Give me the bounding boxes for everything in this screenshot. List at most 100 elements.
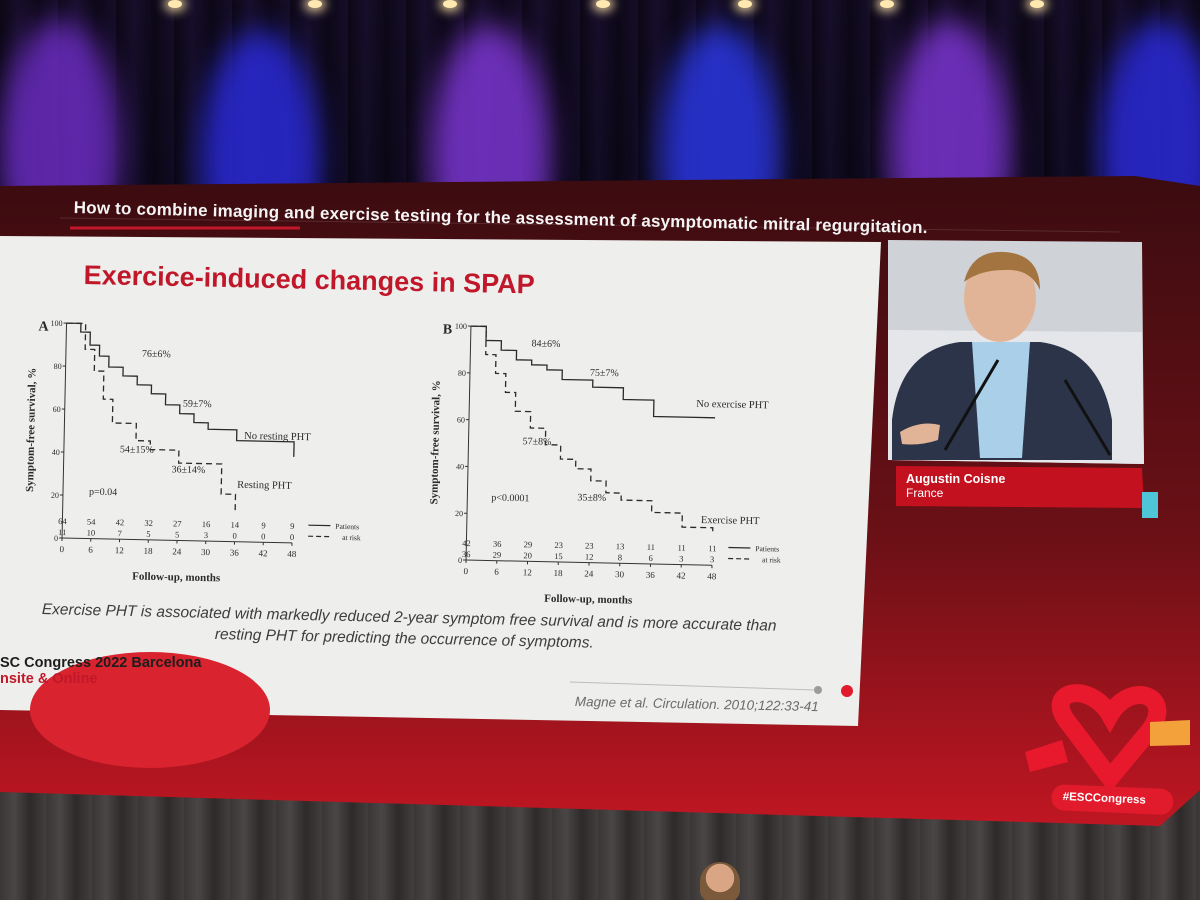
risk-legend-label: Patients [335, 522, 359, 531]
risk-table-value: 23 [585, 541, 594, 551]
risk-table-value: 0 [261, 531, 265, 541]
y-tick-label: 20 [455, 509, 463, 518]
x-tick-label: 42 [258, 548, 267, 558]
ceiling-light [1030, 0, 1044, 8]
series-line-dashed [470, 325, 714, 533]
congress-name: SC Congress 2022 Barcelona [0, 655, 202, 671]
risk-table-value: 9 [290, 521, 294, 531]
risk-table-value: 36 [462, 549, 471, 559]
x-axis-label: Follow-up, months [132, 571, 221, 585]
series-label: No exercise PHT [696, 399, 769, 412]
risk-table-value: 20 [523, 550, 532, 560]
risk-legend-label: at risk [762, 555, 781, 564]
x-tick-label: 18 [553, 568, 563, 578]
annotation-label: 84±6% [531, 338, 560, 350]
slide-dot [814, 686, 822, 694]
microphone [943, 359, 1000, 451]
risk-table-value: 11 [677, 542, 685, 552]
risk-table-value: 9 [261, 520, 265, 530]
x-tick-label: 30 [201, 547, 211, 557]
x-tick-label: 48 [287, 549, 297, 559]
hashtag-pill [1051, 784, 1174, 815]
risk-table-value: 29 [524, 539, 533, 549]
risk-table-value: 32 [144, 518, 153, 528]
risk-table-value: 29 [493, 550, 502, 560]
risk-table-value: 0 [232, 531, 236, 541]
risk-table-value: 11 [708, 543, 716, 553]
congress-format: nsite & Online [0, 671, 98, 687]
annotation-label: p<0.0001 [491, 493, 529, 505]
annotation-label: 57±8% [522, 436, 551, 448]
speaker-name: Augustin Coisne [906, 472, 1006, 486]
decor-red-blob [30, 652, 270, 768]
risk-table-value: 16 [202, 519, 211, 529]
risk-table-value: 3 [204, 530, 208, 540]
x-tick-label: 0 [463, 566, 468, 576]
x-tick-label: 12 [523, 567, 532, 577]
ceiling-light [308, 0, 322, 8]
x-tick-label: 6 [494, 567, 499, 577]
series-label: Exercise PHT [701, 515, 760, 527]
risk-legend-label: at risk [342, 533, 361, 542]
risk-table-value: 5 [175, 529, 179, 539]
x-tick-label: 24 [172, 546, 182, 556]
x-tick-label: 0 [59, 544, 64, 554]
esc-heart-logo [1051, 684, 1167, 793]
risk-table-value: 64 [58, 516, 67, 526]
x-tick-label: 24 [584, 569, 594, 579]
risk-table-value: 13 [616, 541, 625, 551]
x-tick-label: 6 [88, 545, 93, 555]
x-tick-label: 30 [615, 569, 625, 579]
speaker-hand [900, 423, 940, 445]
panel-label: B [443, 323, 453, 338]
y-tick-label: 80 [458, 369, 466, 378]
y-axis-label: Symptom-free survival, % [24, 368, 39, 492]
risk-table-value: 6 [648, 553, 652, 563]
risk-table-value: 3 [679, 554, 683, 564]
y-axis-label: Symptom-free survival, % [428, 380, 443, 504]
ceiling-light [738, 0, 752, 8]
x-tick-label: 18 [143, 546, 153, 556]
slide-progress-line [569, 681, 816, 691]
risk-table-value: 8 [618, 552, 622, 562]
risk-table-value: 23 [554, 540, 563, 550]
risk-table-value: 42 [116, 517, 125, 527]
x-tick-label: 12 [115, 545, 124, 555]
speaker-panel-accent [1142, 492, 1158, 518]
risk-table-value: 11 [647, 542, 655, 552]
y-tick-label: 60 [53, 405, 61, 414]
annotation-label: 75±7% [590, 368, 619, 380]
panel-label: A [38, 320, 49, 335]
slide-body [0, 236, 881, 726]
x-tick-label: 36 [230, 548, 240, 558]
risk-table-value: 10 [87, 528, 96, 538]
ceiling-light [880, 0, 894, 8]
risk-legend-label: Patients [755, 544, 779, 553]
esc-logo-ribbon [1025, 740, 1068, 772]
speaker-hair [964, 251, 1040, 290]
risk-table-value: 42 [462, 538, 471, 548]
ceiling-light [168, 0, 182, 8]
risk-table-value: 0 [290, 532, 294, 542]
x-tick-label: 48 [707, 571, 717, 581]
annotation-label: p=0.04 [89, 487, 117, 499]
risk-table-value: 5 [146, 529, 150, 539]
annotation-label: 36±14% [171, 464, 205, 476]
risk-table-value: 7 [117, 528, 121, 538]
y-tick-label: 0 [54, 534, 58, 543]
series-line-solid [66, 322, 295, 457]
series-label: Resting PHT [237, 480, 292, 492]
risk-table-value: 12 [585, 552, 594, 562]
y-tick-label: 0 [458, 556, 462, 565]
y-tick-label: 100 [455, 322, 467, 331]
y-tick-label: 60 [457, 415, 465, 424]
risk-table-value: 15 [554, 551, 563, 561]
y-tick-label: 80 [54, 362, 62, 371]
y-axis [465, 326, 472, 561]
x-axis-label: Follow-up, months [544, 593, 633, 607]
risk-table-value: 14 [231, 520, 240, 530]
